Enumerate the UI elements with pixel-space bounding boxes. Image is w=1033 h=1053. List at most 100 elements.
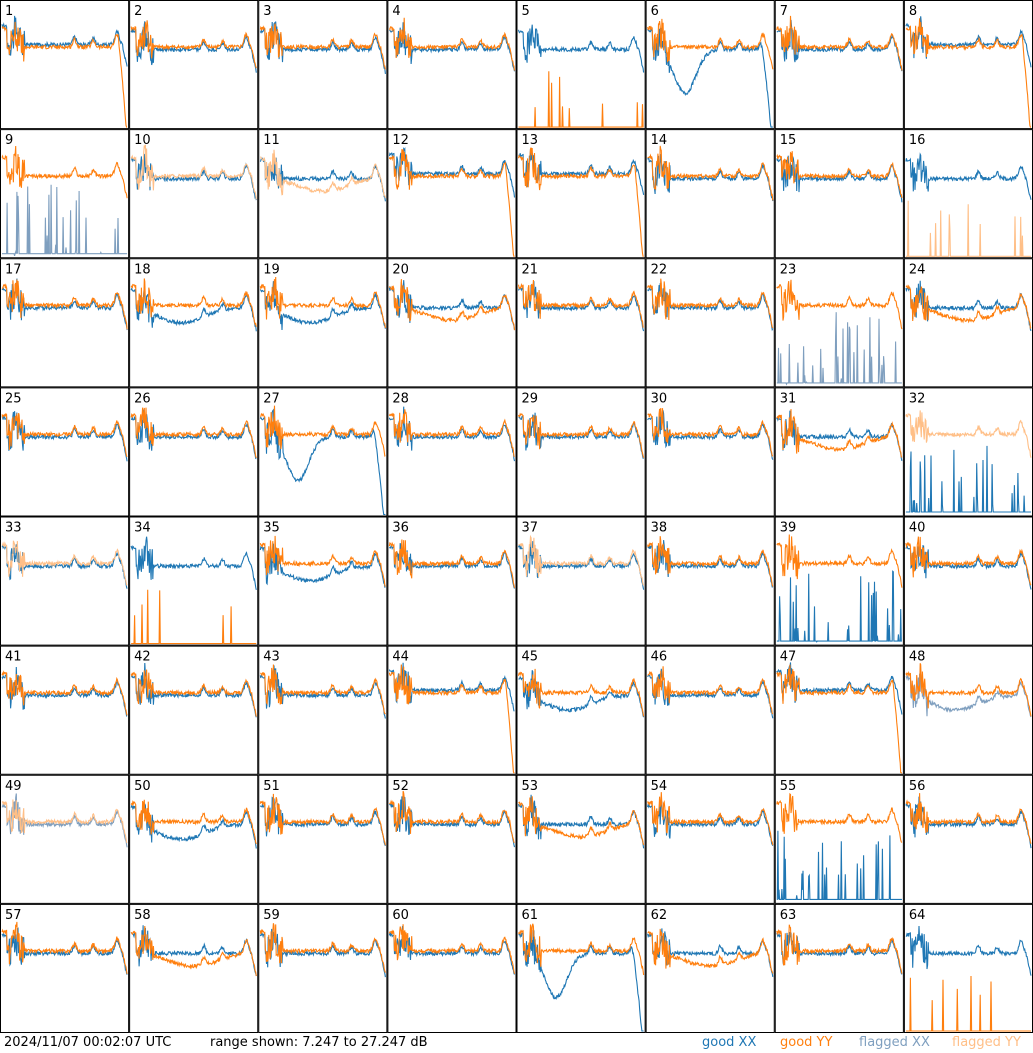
panel-29-yy-line: [517, 412, 645, 458]
panel-61: 61: [516, 903, 646, 1033]
panel-number: 6: [651, 4, 659, 19]
panel-number: 58: [134, 908, 151, 923]
panel-number: 62: [651, 908, 668, 923]
panel-number: 46: [651, 650, 668, 665]
panel-54-yy-line: [647, 792, 774, 846]
panel-38-yy-line: [647, 536, 774, 587]
panel-45-yy-line: [517, 668, 645, 717]
panel-number: 20: [392, 262, 409, 277]
panel-frame: [0, 129, 130, 259]
panel-number: 38: [651, 521, 668, 536]
panel-27-xx-line: [259, 408, 386, 516]
panel-frame: [258, 645, 388, 775]
panel-9: 9: [0, 129, 130, 259]
panel-number: 47: [780, 650, 797, 665]
panel-frame: [387, 645, 517, 775]
panel-frame: [903, 774, 1033, 904]
panel-frame: [774, 129, 904, 259]
panel-number: 2: [134, 4, 142, 19]
panel-5: 5: [516, 0, 646, 130]
panel-35-yy-line: [259, 535, 386, 587]
panel-11-yy-line: [260, 149, 386, 198]
panel-number: 16: [909, 133, 926, 148]
panel-2-yy-line: [130, 20, 257, 69]
panel-46: 46: [645, 645, 775, 775]
panel-48-xx-line: [905, 671, 1032, 718]
panel-62-yy-line: [647, 928, 774, 974]
panel-24: 24: [903, 258, 1033, 388]
panel-55-yy-line: [776, 792, 903, 843]
panel-frame: [516, 258, 646, 388]
panel-frame: [645, 0, 775, 130]
panel-39-yy-line: [776, 534, 903, 588]
panel-frame: [129, 774, 259, 904]
panel-15-xx-line: [776, 155, 903, 203]
panel-frame: [516, 903, 646, 1033]
panel-number: 31: [780, 391, 797, 406]
panel-18-yy-line: [130, 278, 257, 327]
panel-frame: [387, 903, 517, 1033]
panel-51: 51: [258, 774, 388, 904]
panel-frame: [774, 0, 904, 130]
panel-30: 30: [645, 387, 775, 517]
panel-6: 6: [645, 0, 775, 130]
panel-13: 13: [516, 129, 646, 259]
panel-36: 36: [387, 516, 517, 646]
panel-22-yy-line: [647, 278, 774, 329]
panel-25-xx-line: [1, 411, 128, 462]
panel-number: 14: [651, 133, 668, 148]
panel-number: 43: [263, 650, 280, 665]
panel-number: 49: [5, 779, 22, 794]
panel-35: 35: [258, 516, 388, 646]
panel-11: 11: [258, 129, 388, 259]
panel-frame: [129, 516, 259, 646]
panel-25: 25: [0, 387, 130, 517]
panel-frame: [129, 0, 259, 130]
panel-number: 8: [909, 4, 917, 19]
panel-21-yy-line: [517, 279, 644, 329]
timestamp-label: 2024/11/07 00:02:07 UTC: [4, 1035, 172, 1050]
panel-24-yy-line: [905, 284, 1032, 329]
panel-14: 14: [645, 129, 775, 259]
range-label: range shown: 7.247 to 27.247 dB: [210, 1035, 428, 1050]
panel-number: 7: [780, 4, 788, 19]
panel-frame: [645, 774, 775, 904]
panel-31: 31: [774, 387, 904, 517]
panel-34: 34: [129, 516, 259, 646]
panel-29: 29: [516, 387, 646, 517]
panel-number: 39: [780, 521, 797, 536]
panel-39: 39: [774, 516, 904, 646]
panel-10: 10: [129, 129, 259, 259]
panel-63-xx-line: [776, 931, 903, 975]
panel-frame: [516, 387, 646, 517]
legend-flagged-xx: flagged XX: [859, 1035, 930, 1050]
panel-14-yy-line: [647, 145, 774, 201]
panel-26-yy-line: [130, 407, 257, 459]
panel-frame: [258, 903, 388, 1033]
panel-18: 18: [129, 258, 259, 388]
panel-frame: [645, 129, 775, 259]
panel-32-xx-line: [905, 445, 1031, 513]
panel-number: 64: [909, 908, 926, 923]
panel-number: 22: [651, 262, 668, 277]
panel-frame: [258, 774, 388, 904]
panel-frame: [903, 645, 1033, 775]
panel-44: 44: [387, 645, 517, 775]
panel-number: 5: [522, 4, 530, 19]
panel-26: 26: [129, 387, 259, 517]
panel-number: 54: [651, 779, 668, 794]
panel-42-yy-line: [130, 669, 257, 717]
panel-41-yy-line: [1, 670, 128, 716]
panel-53-yy-line: [518, 796, 645, 845]
panel-45-xx-line: [518, 670, 645, 718]
panel-number: 29: [522, 391, 539, 406]
panel-54: 54: [645, 774, 775, 904]
panel-28-yy-line: [388, 409, 515, 457]
panel-number: 59: [263, 908, 280, 923]
panel-21: 21: [516, 258, 646, 388]
panel-number: 12: [392, 133, 409, 148]
panel-17: 17: [0, 258, 130, 388]
panel-27-yy-line: [260, 405, 386, 457]
panel-frame: [774, 903, 904, 1033]
